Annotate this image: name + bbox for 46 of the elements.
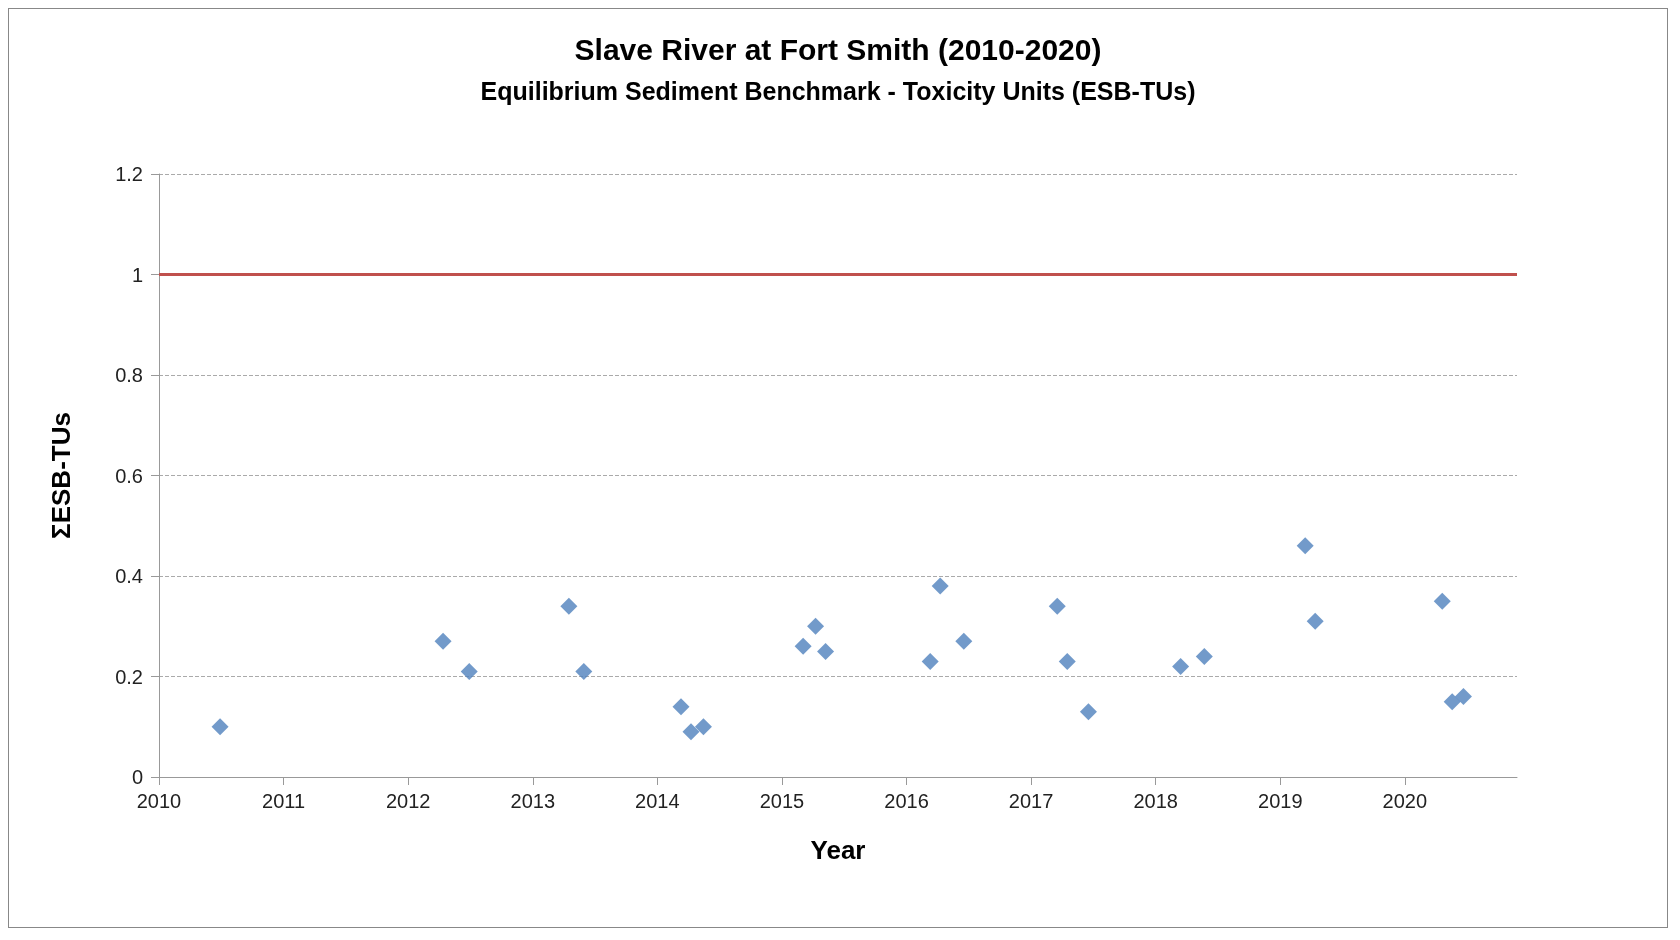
x-tick-label: 2020	[1382, 790, 1428, 812]
point	[575, 662, 593, 680]
point	[1454, 688, 1472, 706]
y-tick-label: 0.8	[115, 364, 143, 386]
y-tick-label: 1	[131, 263, 143, 286]
x-tick-label: 2017	[1008, 790, 1054, 812]
point	[211, 718, 229, 736]
point	[1172, 657, 1190, 675]
point	[434, 632, 452, 650]
x-tick-label: 2013	[510, 790, 556, 812]
y-tick-label: 0.4	[115, 565, 143, 587]
point	[682, 723, 700, 741]
point	[694, 718, 712, 736]
x-tick-label: 2019	[1258, 790, 1303, 812]
point	[931, 577, 949, 595]
point	[1058, 652, 1076, 670]
x-tick-label: 2012	[385, 790, 431, 812]
x-axis-title: Year	[810, 835, 866, 865]
x-tick-label: 2010	[136, 790, 182, 812]
y-axis-title: ΣESB-TUs	[46, 412, 76, 539]
point	[460, 662, 478, 680]
point	[1296, 537, 1314, 555]
point	[672, 698, 690, 716]
point	[1433, 592, 1451, 610]
x-tick-label: 2018	[1133, 790, 1178, 812]
chart-title: Slave River at Fort Smith (2010-2020)	[574, 32, 1102, 66]
point	[1195, 647, 1213, 665]
x-tick-label: 2011	[262, 790, 306, 812]
x-tick-label: 2014	[635, 790, 680, 812]
point	[1079, 703, 1097, 721]
point	[1048, 597, 1066, 615]
x-tick-label: 2016	[884, 790, 929, 812]
y-tick-label: 0.2	[115, 665, 143, 688]
point	[817, 642, 835, 660]
point	[955, 632, 973, 650]
y-tick-label: 1.2	[115, 163, 143, 185]
point	[1306, 612, 1324, 630]
point	[560, 597, 578, 615]
point	[794, 637, 812, 655]
x-tick-label: 2015	[759, 790, 805, 812]
point	[921, 652, 939, 670]
chart-subtitle: Equilibrium Sediment Benchmark - Toxicity Units (ESB-TUs)	[480, 76, 1196, 105]
point	[807, 617, 825, 635]
y-tick-label: 0.6	[115, 464, 143, 487]
y-tick-label: 0	[131, 766, 143, 788]
point	[1443, 693, 1461, 711]
